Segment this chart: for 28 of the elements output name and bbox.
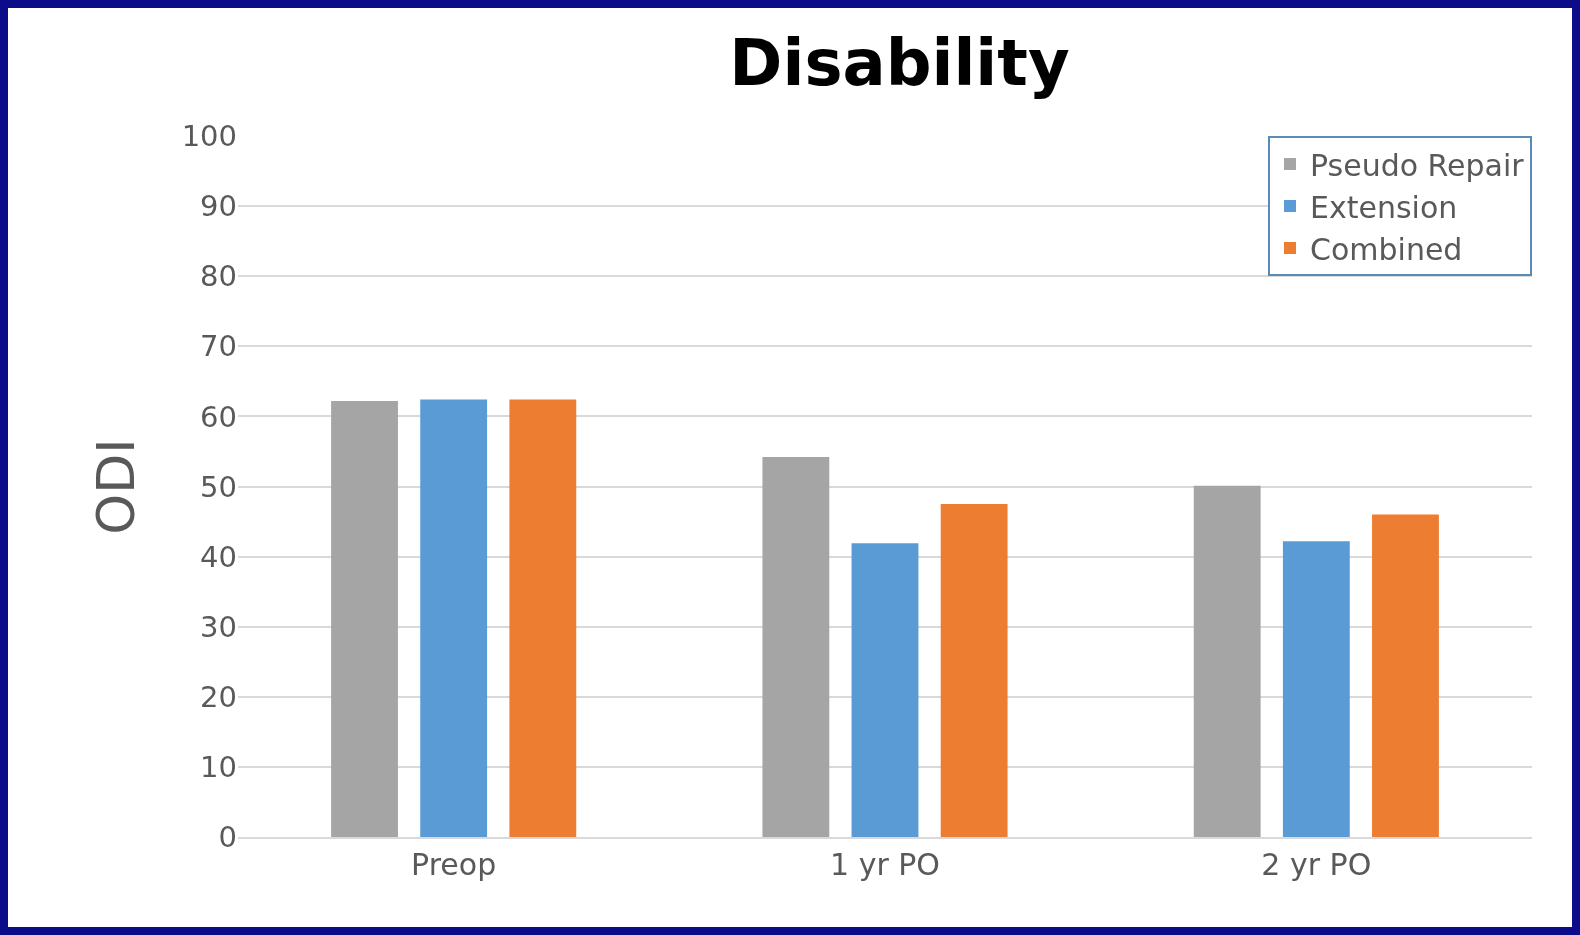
x-tick-label: 2 yr PO — [1261, 847, 1372, 882]
y-tick-label: 0 — [218, 820, 237, 855]
y-tick-label: 10 — [200, 750, 237, 785]
y-tick-label: 70 — [200, 329, 237, 364]
y-tick-label: 30 — [200, 609, 237, 644]
bar — [762, 457, 830, 837]
chart-title: Disability — [729, 25, 1070, 100]
bar — [509, 399, 577, 837]
bar — [940, 504, 1008, 837]
y-tick-label: 50 — [200, 469, 237, 504]
y-tick-label: 40 — [200, 539, 237, 574]
y-tick-label: 80 — [200, 259, 237, 294]
bar — [851, 543, 919, 837]
bar — [1372, 514, 1439, 837]
y-tick-label: 20 — [200, 679, 237, 714]
legend-label: Combined — [1310, 231, 1463, 267]
bar — [420, 399, 488, 837]
x-tick-label: 1 yr PO — [830, 847, 940, 882]
bar — [331, 400, 398, 837]
bar — [1282, 541, 1350, 837]
y-tick-label: 90 — [200, 189, 237, 224]
legend-label: Extension — [1310, 189, 1458, 225]
y-axis-title: ODI — [85, 438, 146, 535]
y-tick-label: 60 — [200, 399, 237, 434]
x-tick-label: Preop — [411, 847, 497, 882]
legend-label: Pseudo Repair — [1310, 147, 1525, 183]
bar — [1193, 485, 1261, 837]
y-tick-label: 100 — [181, 119, 237, 154]
